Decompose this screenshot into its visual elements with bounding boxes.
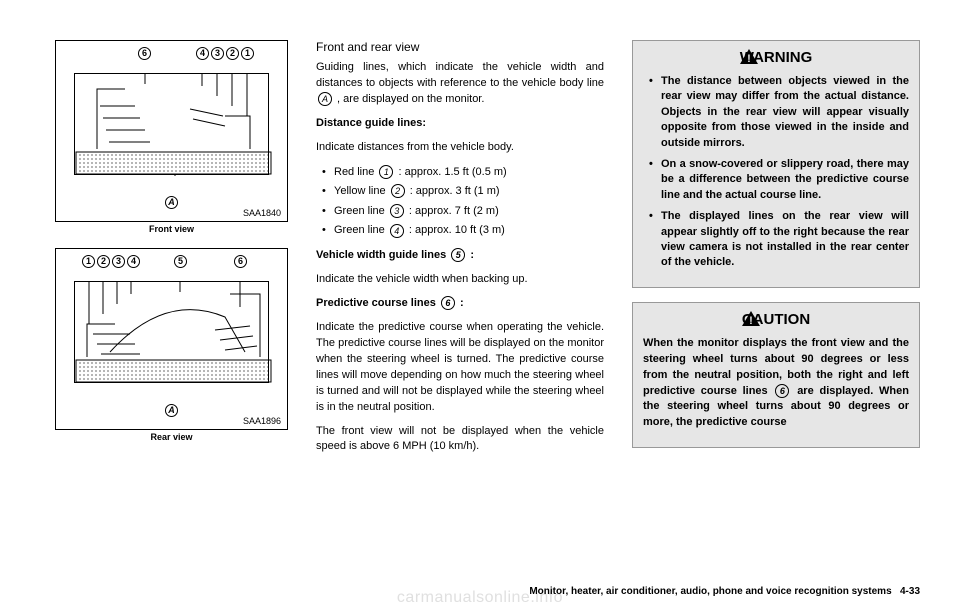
svg-text:!: ! <box>747 53 751 64</box>
figure-inner <box>74 73 269 175</box>
caution-text: When the monitor displays the front view… <box>643 336 909 432</box>
callout-2: 2 <box>97 255 110 268</box>
callout-3: 3 <box>112 255 125 268</box>
callout-6: 6 <box>234 255 247 268</box>
distance-guide-label: Distance guide lines: <box>316 116 604 132</box>
vehicle-width-label: Vehicle width guide lines 5 : <box>316 248 604 264</box>
svg-text:!: ! <box>749 315 753 326</box>
callout-4: 4 <box>127 255 140 268</box>
callout-A: A <box>318 92 332 106</box>
text: Guiding lines, which indicate the vehicl… <box>316 61 604 89</box>
figure-code: SAA1840 <box>243 208 281 218</box>
figure-code: SAA1896 <box>243 416 281 426</box>
list-item: On a snow-covered or slippery road, ther… <box>643 157 909 203</box>
figure-lines <box>75 282 272 384</box>
figure-lines <box>75 74 272 176</box>
column-middle: Front and rear view Guiding lines, which… <box>316 40 604 463</box>
callout-5: 5 <box>174 255 187 268</box>
figure-front: 6 4 3 2 1 <box>55 40 288 222</box>
warning-icon: ! <box>740 49 758 64</box>
callout-6: 6 <box>138 47 151 60</box>
figure-inner <box>74 281 269 383</box>
caution-heading: !CAUTION <box>643 311 909 328</box>
list-item: Green line 3 : approx. 7 ft (2 m) <box>316 203 604 221</box>
intro-paragraph: Guiding lines, which indicate the vehicl… <box>316 60 604 108</box>
page: 6 4 3 2 1 <box>0 0 960 473</box>
list-item: Red line 1 : approx. 1.5 ft (0.5 m) <box>316 164 604 182</box>
callout-1: 1 <box>82 255 95 268</box>
section-title: Monitor, heater, air conditioner, audio,… <box>529 586 891 597</box>
page-footer: Monitor, heater, air conditioner, audio,… <box>529 586 920 597</box>
callout-A: A <box>165 196 178 209</box>
figure-caption: Rear view <box>55 432 288 442</box>
callout-A: A <box>165 404 178 417</box>
section-heading: Front and rear view <box>316 40 604 54</box>
column-right: !WARNING The distance between objects vi… <box>632 40 920 463</box>
list-item: The distance between objects viewed in t… <box>643 74 909 151</box>
figure-caption: Front view <box>55 224 288 234</box>
figure-rear: 1 2 3 4 5 6 <box>55 248 288 430</box>
warning-heading: !WARNING <box>643 49 909 66</box>
callout-4: 4 <box>196 47 209 60</box>
vehicle-width-text: Indicate the vehicle width when backing … <box>316 272 604 288</box>
callout-3: 3 <box>211 47 224 60</box>
predictive-text: Indicate the predictive course when oper… <box>316 320 604 416</box>
callout-1: 1 <box>241 47 254 60</box>
distance-list: Red line 1 : approx. 1.5 ft (0.5 m) Yell… <box>316 164 604 240</box>
predictive-text-2: The front view will not be displayed whe… <box>316 424 604 456</box>
column-figures: 6 4 3 2 1 <box>55 40 288 463</box>
caution-box: !CAUTION When the monitor displays the f… <box>632 302 920 449</box>
warning-list: The distance between objects viewed in t… <box>643 74 909 271</box>
distance-guide-intro: Indicate distances from the vehicle body… <box>316 140 604 156</box>
text: , are displayed on the monitor. <box>334 93 484 105</box>
list-item: Yellow line 2 : approx. 3 ft (1 m) <box>316 183 604 201</box>
predictive-label: Predictive course lines 6 : <box>316 296 604 312</box>
list-item: The displayed lines on the rear view wil… <box>643 209 909 271</box>
callout-2: 2 <box>226 47 239 60</box>
list-item: Green line 4 : approx. 10 ft (3 m) <box>316 222 604 240</box>
caution-icon: ! <box>742 311 760 326</box>
page-number: 4-33 <box>900 586 920 597</box>
warning-box: !WARNING The distance between objects vi… <box>632 40 920 288</box>
